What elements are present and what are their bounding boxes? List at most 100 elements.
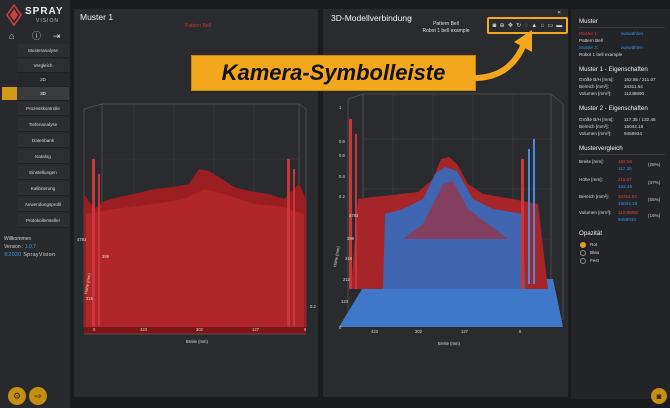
reset-icon[interactable]: ▲ xyxy=(531,22,538,29)
pan-icon[interactable]: ✥ xyxy=(507,22,513,29)
left-x-axis-label: Breite (mm) xyxy=(186,339,208,344)
cmp-label: Höhe [mm]: xyxy=(579,177,603,182)
exit-round-button[interactable]: ⇨ xyxy=(29,387,47,405)
version-value: 1.0.7 xyxy=(24,244,36,250)
sidebar-item-label: Vergleich xyxy=(33,63,53,68)
left-x-tick: 423 xyxy=(140,327,147,332)
left-x-tick: 0 xyxy=(93,327,96,332)
opacity-radio-rot[interactable] xyxy=(580,242,586,248)
sidebar-item-label: Katalog xyxy=(35,154,51,159)
opacity-option-label: Blau xyxy=(590,250,600,255)
right-x-tick: 6 xyxy=(519,329,522,334)
opacity-radio-blau[interactable] xyxy=(580,250,586,256)
prop-label: Bereich [mm²]: xyxy=(579,84,609,89)
right-z-tick: 0.8 xyxy=(339,139,345,144)
camera-icon[interactable]: ◙ xyxy=(492,22,497,29)
muster1-props-heading: Muster 1 - Eigenschaften xyxy=(579,66,648,73)
sidebar-item-tiefenanalyse[interactable]: Tiefenanalyse xyxy=(17,118,69,132)
sidebar-item-musteranalyse[interactable]: Musteranalyse xyxy=(17,44,69,58)
cmp-value-1: 162.56 xyxy=(618,159,633,164)
sidebar-item-datenbank[interactable]: Datenbank xyxy=(17,134,69,148)
prop-value: 117.35 / 132.46 xyxy=(624,117,656,122)
sidebar-item-label: Musteranalyse xyxy=(28,48,58,53)
active-nav-marker xyxy=(2,87,17,100)
left-3d-plot[interactable] xyxy=(74,9,318,397)
home-icon[interactable]: ⌂ xyxy=(9,31,15,41)
fullscreen-icon[interactable]: ▭ xyxy=(547,22,554,29)
sidebar-item-2d[interactable]: 2D xyxy=(17,73,69,87)
gear-icon: ⚙ xyxy=(12,390,22,401)
copyright-line: ©2020 SprayVision xyxy=(4,251,55,259)
sidebar-item-anwendungsprofil[interactable]: Anwendungsprofil xyxy=(17,198,69,212)
sidebar-item-prozesskontrolle[interactable]: Prozesskontrolle xyxy=(17,102,69,116)
sidebar-item-protokollersteller[interactable]: Protokollersteller xyxy=(17,214,69,228)
sidebar-item-label: Prozesskontrolle xyxy=(26,106,60,111)
version-line: Version : 1.0.7 xyxy=(4,243,55,251)
screenshot-button[interactable]: ◙ xyxy=(651,388,667,404)
divider xyxy=(579,154,665,155)
prop-label: Größe B/H [mm]: xyxy=(579,117,614,122)
muster2-props-heading: Muster 2 - Eigenschaften xyxy=(579,105,648,112)
help-icon[interactable]: ⓘ xyxy=(32,31,42,41)
info-panel: Muster Muster 1: auswählen Pattern Bell … xyxy=(571,9,670,399)
version-label: Version : xyxy=(4,244,24,250)
muster1-select-link[interactable]: auswählen xyxy=(621,31,643,36)
sidebar-item-label: 2D xyxy=(40,77,46,82)
cmp-percent: (28%) xyxy=(648,162,661,167)
sidebar-item-einstellungen[interactable]: Einstellungen xyxy=(17,166,69,180)
opacity-radio-fest[interactable] xyxy=(580,258,586,264)
home-view-icon[interactable]: ⌂ xyxy=(540,22,545,29)
right-y-tick: 0 xyxy=(339,325,342,330)
camera-toolbar-callout: Kamera-Symbolleiste xyxy=(191,55,476,91)
opacity-option-label: Fest xyxy=(590,258,599,263)
orbit-icon[interactable]: ◌ xyxy=(524,22,528,29)
right-3d-plot[interactable] xyxy=(323,9,568,397)
sidebar-item-label: Anwendungsprofil xyxy=(24,202,62,207)
left-x-tick: 302 xyxy=(196,327,203,332)
prop-value: 162.56 / 211.07 xyxy=(624,77,656,82)
right-y-tick: 123 xyxy=(341,299,348,304)
cmp-percent: (37%) xyxy=(648,180,661,185)
left-panel-title: Muster 1 xyxy=(80,12,114,22)
right-x-tick: 302 xyxy=(415,329,422,334)
toggle-icon[interactable]: ▬ xyxy=(556,22,563,29)
sidebar-item-label: Einstellungen xyxy=(29,170,57,175)
chevron-down-icon[interactable]: ⌄ xyxy=(408,15,414,21)
divider xyxy=(579,27,665,28)
muster-heading: Muster xyxy=(579,18,598,25)
sidebar-item-3d[interactable]: 3D xyxy=(17,87,69,101)
prop-label: Größe B/H [mm]: xyxy=(579,77,614,82)
zoom-icon[interactable]: ⊕ xyxy=(499,22,505,29)
right-y-tick: 212 xyxy=(343,277,350,282)
cmp-label: Bereich [mm²]: xyxy=(579,194,609,199)
right-z-tick: 0.6 xyxy=(339,153,345,158)
logo-title: SPRAY xyxy=(25,6,64,17)
logo: SPRAY VISION xyxy=(6,4,68,28)
muster2-select-link[interactable]: auswählen xyxy=(621,45,643,50)
left-x-tick: 127 xyxy=(252,327,259,332)
left-y-tick: 315 xyxy=(86,296,93,301)
right-x-tick: 127 xyxy=(461,329,468,334)
logo-subtitle: VISION xyxy=(36,18,59,24)
prop-value: 11238890 xyxy=(624,91,645,96)
cmp-value-2: 117.35 xyxy=(618,166,632,171)
cmp-value-2: 9458934 xyxy=(618,217,636,222)
sidebar-item-kalibrierung[interactable]: Kalibrierung xyxy=(17,182,69,196)
close-icon[interactable]: ✕ xyxy=(557,10,562,16)
rotate-icon[interactable]: ↻ xyxy=(516,22,522,29)
settings-round-button[interactable]: ⚙ xyxy=(8,387,26,405)
sidebar-item-katalog[interactable]: Katalog xyxy=(17,150,69,164)
prop-value: 15044.18 xyxy=(624,124,644,129)
right-z-tick: 0.2 xyxy=(339,194,345,199)
right-x-tick: 423 xyxy=(371,329,378,334)
cmp-percent: (16%) xyxy=(648,213,661,218)
right-subtitle-1: Pattern Bell xyxy=(433,21,459,27)
sidebar-item-vergleich[interactable]: Vergleich xyxy=(17,59,69,73)
prop-value: 9458934 xyxy=(624,131,642,136)
muster1-name: Pattern Bell xyxy=(579,38,603,43)
logout-icon[interactable]: ⇥ xyxy=(53,31,61,41)
callout-arrow-icon xyxy=(473,30,532,81)
sidebar-top-icons: ⌂ ⓘ ⇥ xyxy=(0,30,70,42)
comparison-heading: Mustervergleich xyxy=(579,145,623,152)
